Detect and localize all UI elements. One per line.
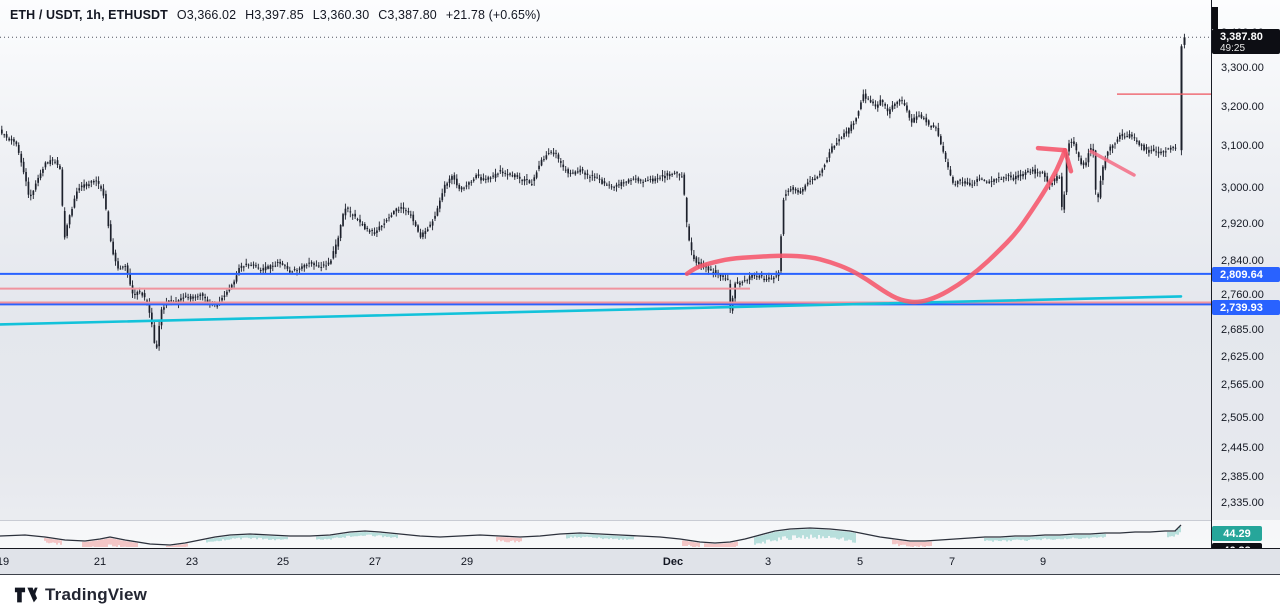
level-price-badge: 2,809.64 xyxy=(1212,267,1280,282)
ohlc-low: L3,360.30 xyxy=(312,8,370,22)
price-axis-label: 2,385.00 xyxy=(1221,471,1264,483)
price-axis-border xyxy=(1211,0,1212,575)
time-axis-label: 29 xyxy=(460,555,474,568)
indicator-value-badge: 44.29 xyxy=(1212,526,1262,541)
scale-top-marker xyxy=(1212,7,1218,29)
price-axis-label: 2,335.00 xyxy=(1221,497,1264,509)
tradingview-logo-icon[interactable] xyxy=(14,585,38,605)
price-axis-label: 2,625.00 xyxy=(1221,351,1264,363)
time-axis-label: 5 xyxy=(856,555,864,568)
current-price-value: 3,387.80 xyxy=(1220,31,1263,43)
price-axis-label: 2,445.00 xyxy=(1221,442,1264,454)
time-axis-label: 19 xyxy=(0,555,10,568)
price-axis-label: 3,300.00 xyxy=(1221,62,1264,74)
symbol-title[interactable]: ETH / USDT, 1h, ETHUSDT xyxy=(10,8,168,22)
indicator-value-badge-clipped: 46.33 xyxy=(1212,543,1262,548)
time-axis-label: 21 xyxy=(93,555,107,568)
time-axis-label: 23 xyxy=(185,555,199,568)
price-axis-label: 3,200.00 xyxy=(1221,101,1264,113)
level-price-badge: 2,739.93 xyxy=(1212,300,1280,315)
symbol-info-bar[interactable]: ETH / USDT, 1h, ETHUSDT O3,366.02 H3,397.8… xyxy=(10,8,540,24)
footer-bar: TradingView xyxy=(0,576,1280,613)
price-axis-label: 2,685.00 xyxy=(1221,324,1264,336)
time-axis[interactable]: 19 21 23 25 27 29 Dec 3 5 7 9 xyxy=(0,548,1280,575)
chart-plot-area[interactable] xyxy=(0,0,1280,548)
price-axis-label: 3,100.00 xyxy=(1221,140,1264,152)
price-axis-label: 2,920.00 xyxy=(1221,218,1264,230)
time-axis-label: 9 xyxy=(1039,555,1047,568)
ohlc-close: C3,387.80 xyxy=(378,8,437,22)
price-axis[interactable]: 2,335.00 2,385.00 2,445.00 2,505.00 2,565.00… xyxy=(1212,0,1280,548)
time-axis-label: Dec xyxy=(662,555,684,568)
pane-separator xyxy=(0,520,1211,521)
price-axis-label: 2,505.00 xyxy=(1221,412,1264,424)
time-axis-label: 27 xyxy=(368,555,382,568)
price-axis-label: 2,565.00 xyxy=(1221,379,1264,391)
ohlc-high: H3,397.85 xyxy=(245,8,304,22)
time-axis-label: 3 xyxy=(764,555,772,568)
time-axis-label: 25 xyxy=(276,555,290,568)
price-axis-label: 2,840.00 xyxy=(1221,255,1264,267)
time-axis-label: 7 xyxy=(948,555,956,568)
brand-name[interactable]: TradingView xyxy=(45,584,148,604)
ohlc-open: O3,366.02 xyxy=(176,8,237,22)
bar-countdown: 49:25 xyxy=(1220,43,1246,54)
price-axis-label: 3,000.00 xyxy=(1221,182,1264,194)
current-price-badge: 3,387.80 49:25 xyxy=(1212,29,1280,54)
price-axis-label: 2,760.00 xyxy=(1221,289,1264,301)
ohlc-change: +21.78 (+0.65%) xyxy=(445,8,541,22)
